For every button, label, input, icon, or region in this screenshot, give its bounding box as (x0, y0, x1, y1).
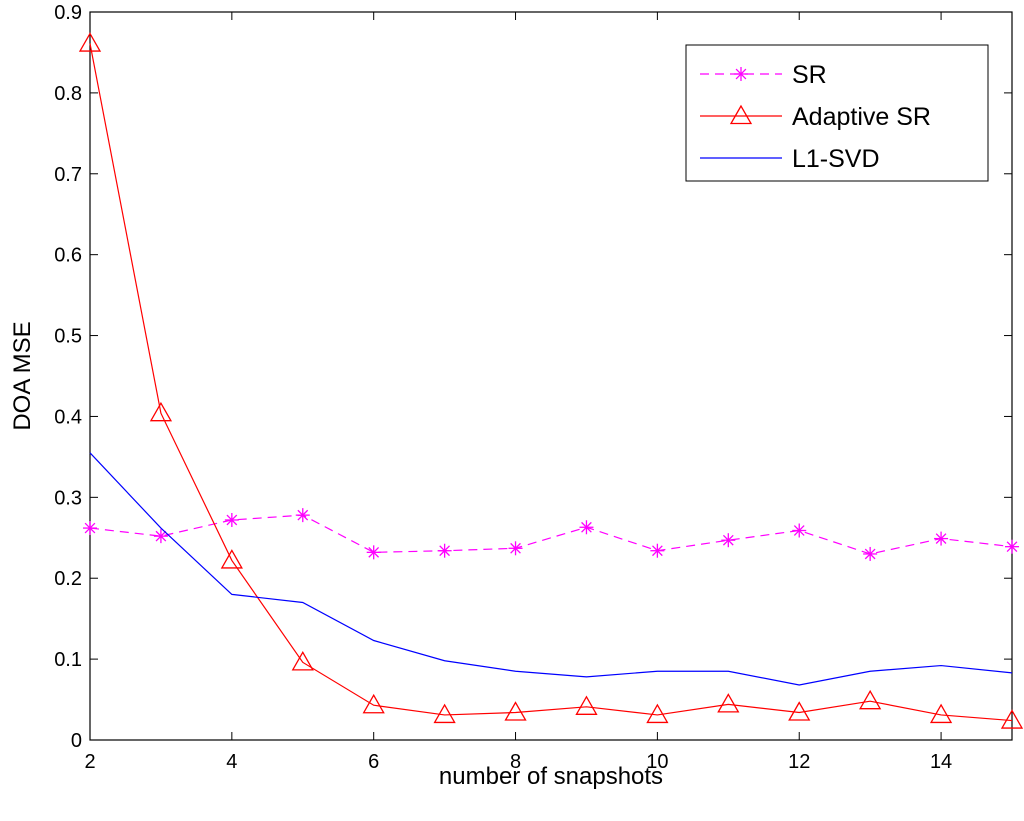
data-point (509, 541, 523, 555)
y-tick-label: 0.9 (54, 2, 82, 24)
y-tick-label: 0 (71, 730, 82, 752)
y-tick-label: 0.3 (54, 487, 82, 509)
x-tick-label: 2 (84, 751, 95, 773)
y-axis-label: DOA MSE (9, 321, 36, 430)
x-axis-label: number of snapshots (439, 763, 663, 790)
y-tick-label: 0.6 (54, 245, 82, 267)
legend-label: SR (792, 61, 827, 89)
legend-marker (734, 67, 748, 81)
y-tick-label: 0.4 (54, 406, 82, 428)
legend-label: L1-SVD (792, 145, 880, 173)
legend: SR Adaptive SR L1-SVD (686, 45, 988, 181)
legend-label: Adaptive SR (792, 103, 931, 131)
y-tick-label: 0.1 (54, 649, 82, 671)
y-tick-label: 0.5 (54, 326, 82, 348)
y-tick-label: 0.8 (54, 83, 82, 105)
x-tick-label: 12 (788, 751, 810, 773)
x-tick-label: 4 (226, 751, 237, 773)
x-tick-label: 6 (368, 751, 379, 773)
data-point (83, 521, 97, 535)
x-tick-label: 14 (930, 751, 952, 773)
y-tick-label: 0.7 (54, 164, 82, 186)
y-tick-label: 0.2 (54, 568, 82, 590)
